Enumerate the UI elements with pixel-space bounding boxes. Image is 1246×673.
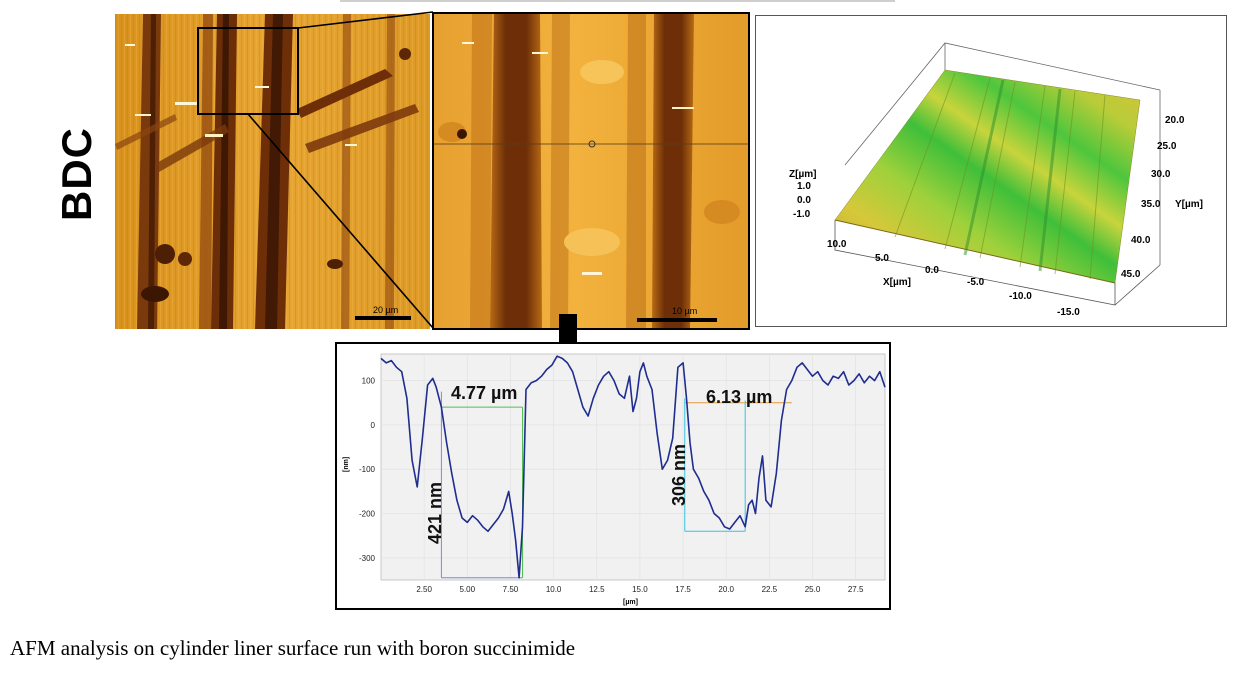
y3d-tick-3: 35.0 [1141, 199, 1161, 210]
y3d-tick-5: 45.0 [1121, 269, 1141, 280]
y3d-tick-0: 20.0 [1165, 115, 1185, 126]
top-divider [340, 0, 895, 2]
x3d-tick-4: -10.0 [1009, 291, 1032, 302]
y-axis-title: [nm] [343, 457, 350, 472]
x-tick-label: 2.50 [416, 585, 432, 594]
x-tick-label: 20.0 [718, 585, 734, 594]
profile-chart: 2.50 5.00 7.50 10.0 12.5 15.0 17.5 20.0 22.5 25.0… [343, 353, 886, 606]
x-tick-label: 27.5 [848, 585, 864, 594]
y3d-axis-label: Y[µm] [1175, 199, 1203, 210]
afm-zoom-image: 10 µm [432, 12, 750, 330]
overview-scalebar-label: 20 µm [373, 305, 398, 315]
x-tick-label: 5.00 [460, 585, 476, 594]
x-tick-label: 12.5 [589, 585, 605, 594]
grid-layer [381, 354, 885, 580]
plot-background [380, 353, 886, 581]
profile-series-line [380, 355, 886, 579]
y-tick-label: -300 [359, 554, 376, 563]
x3d-tick-3: -5.0 [967, 277, 985, 288]
surface-3d-plot: Z[µm] 1.0 0.0 -1.0 10.0 5.0 0.0 -5.0 -10… [755, 15, 1227, 327]
afm-zoom-frame [432, 12, 750, 330]
x3d-tick-5: -15.0 [1057, 307, 1080, 318]
sample-label-text: BDC [53, 127, 100, 221]
annotation-width-1: 4.77 µm [451, 383, 517, 403]
x-tick-label: 7.50 [503, 585, 519, 594]
y-tick-label: -100 [359, 465, 376, 474]
series-layer [380, 355, 886, 579]
x-tick-label: 17.5 [675, 585, 691, 594]
z-tick-0: 1.0 [797, 181, 811, 192]
x-tick-label: 25.0 [805, 585, 821, 594]
marker-layer [440, 391, 792, 579]
z-tick-1: 0.0 [797, 195, 811, 206]
y-tick-label: 100 [362, 377, 376, 386]
x-tick-label: 15.0 [632, 585, 648, 594]
z-tick-2: -1.0 [793, 209, 811, 220]
tick-layer: 2.50 5.00 7.50 10.0 12.5 15.0 17.5 20.0 22.5 25.0… [359, 377, 864, 594]
sample-label: BDC [52, 110, 102, 230]
y3d-tick-4: 40.0 [1131, 235, 1151, 246]
annotation-depth-1: 421 nm [425, 482, 445, 544]
figure-caption: AFM analysis on cylinder liner surface r… [10, 636, 576, 660]
annotation-width-2: 6.13 µm [706, 387, 772, 407]
x3d-tick-2: 0.0 [925, 265, 939, 276]
x-axis-title: [µm] [623, 599, 638, 606]
y3d-tick-2: 30.0 [1151, 169, 1171, 180]
annotation-depth-2: 306 nm [669, 444, 689, 506]
y-tick-label: 0 [371, 421, 376, 430]
x3d-axis-label: X[µm] [883, 277, 911, 288]
x3d-tick-1: 5.0 [875, 253, 889, 264]
y3d-tick-1: 25.0 [1157, 141, 1177, 152]
plot-area [380, 353, 886, 581]
x3d-tick-0: 10.0 [827, 239, 847, 250]
afm-overview-image: 20 µm [115, 14, 430, 329]
y-tick-label: -200 [359, 510, 376, 519]
x-tick-label: 22.5 [762, 585, 778, 594]
z-axis-label: Z[µm] [789, 169, 816, 180]
zoom-scalebar-label: 10 µm [672, 306, 697, 316]
x-tick-label: 10.0 [546, 585, 562, 594]
